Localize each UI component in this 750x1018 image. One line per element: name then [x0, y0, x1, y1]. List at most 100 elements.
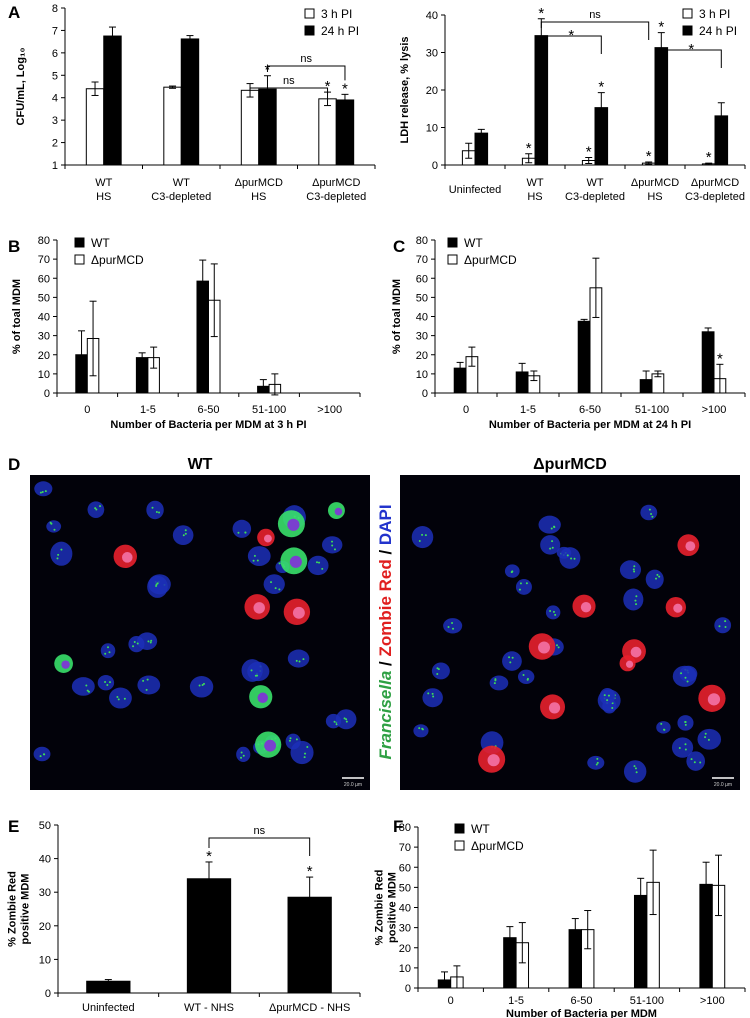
error-bar — [341, 93, 349, 107]
bacterium — [252, 559, 255, 562]
y-tick-label: 50 — [416, 292, 428, 304]
nucleus — [334, 507, 343, 516]
bar — [85, 88, 105, 166]
bracket-label: * — [688, 41, 694, 58]
bacterium — [436, 667, 439, 670]
bacterium — [510, 570, 513, 573]
bacterium — [149, 641, 152, 644]
legend-label: 24 h PI — [321, 24, 359, 38]
bacterium — [142, 679, 145, 682]
error-bar — [715, 854, 723, 917]
bacterium — [56, 557, 59, 560]
nucleus — [599, 687, 616, 705]
legend-label: ΔpurMCD — [471, 839, 524, 853]
x-tick-label: 6-50 — [197, 404, 219, 416]
nucleus — [50, 541, 73, 566]
nucleus — [46, 520, 62, 533]
y-tick-label: 20 — [38, 350, 50, 362]
error-bar — [716, 363, 724, 394]
bacterium — [607, 694, 610, 697]
legend-swatch — [682, 25, 693, 36]
legend-swatch — [447, 237, 458, 248]
x-tick-label: >100 — [317, 404, 342, 416]
y-tick-label: 70 — [399, 842, 411, 854]
bacterium — [421, 728, 424, 731]
x-tick-label: 1-5 — [140, 404, 156, 416]
bacterium — [50, 522, 53, 525]
bacterium — [244, 531, 247, 534]
error-bar — [78, 330, 86, 380]
bacterium — [658, 575, 661, 578]
bacterium — [87, 690, 90, 693]
nucleus — [431, 662, 450, 680]
bacterium — [146, 678, 149, 681]
bacterium — [304, 752, 307, 755]
x-tick-label: 6-50 — [579, 404, 601, 416]
bacterium — [611, 707, 614, 710]
bacterium — [684, 743, 687, 746]
error-bar — [186, 35, 194, 43]
significance-star: * — [307, 863, 313, 880]
legend-label: WT — [471, 822, 490, 836]
x-axis-label: Number of Bacteria per MDM at 3 h PI — [110, 419, 306, 431]
y-tick-label: 10 — [426, 123, 438, 135]
y-tick-label: 20 — [399, 943, 411, 955]
nucleus — [714, 617, 732, 634]
bacterium — [635, 603, 638, 606]
x-tick-label: WT C3-depleted — [151, 177, 211, 203]
bacterium — [303, 756, 306, 759]
bacterium — [525, 582, 528, 585]
bacterium — [596, 757, 599, 760]
error-bar — [440, 971, 448, 989]
bacterium — [95, 508, 98, 511]
bracket — [266, 65, 346, 81]
bacterium — [573, 557, 576, 560]
bar — [577, 320, 591, 394]
bacterium — [53, 528, 56, 531]
y-tick-label: 40 — [416, 312, 428, 324]
significance-star: * — [598, 79, 604, 96]
legend-swatch — [447, 254, 458, 265]
nucleus — [623, 588, 644, 611]
bacterium — [493, 682, 496, 685]
bacterium — [57, 553, 60, 556]
x-tick-label: WT - NHS — [184, 1002, 234, 1014]
bacterium — [278, 588, 281, 591]
bacterium — [634, 767, 637, 770]
bacterium — [718, 625, 721, 628]
nucleus — [264, 739, 277, 752]
x-tick-label: WT HS — [95, 177, 112, 203]
error-bar — [597, 92, 605, 124]
bacterium — [298, 660, 301, 663]
bacterium — [553, 525, 556, 528]
error-bar — [642, 370, 650, 389]
bacterium — [182, 534, 185, 537]
image-title: ΔpurMCD — [533, 456, 607, 473]
nucleus — [673, 603, 683, 613]
bacterium — [123, 697, 126, 700]
legend-label: WT — [91, 236, 110, 250]
bacterium — [551, 546, 554, 549]
bacterium — [318, 561, 321, 564]
bacterium — [690, 758, 693, 761]
nucleus — [489, 675, 509, 691]
bacterium — [451, 622, 454, 625]
bacterium — [684, 748, 687, 751]
x-tick-label: WT HS — [526, 177, 543, 203]
scale-bar-label: 20.0 µm — [714, 782, 732, 788]
error-bar — [108, 26, 116, 46]
bacterium — [447, 626, 450, 629]
bacterium — [511, 656, 514, 659]
bacterium — [557, 646, 560, 649]
nucleus — [290, 740, 314, 765]
y-tick-label: 1 — [52, 160, 58, 172]
nucleus — [232, 519, 252, 538]
y-axis-label: % Zombie Redpositive MDM — [7, 871, 32, 947]
bacterium — [684, 723, 687, 726]
bacterium — [136, 642, 139, 645]
y-tick-label: 10 — [399, 963, 411, 975]
stain-label-part: / — [376, 657, 395, 671]
x-tick-label: 1-5 — [520, 404, 536, 416]
error-bar — [637, 877, 645, 914]
